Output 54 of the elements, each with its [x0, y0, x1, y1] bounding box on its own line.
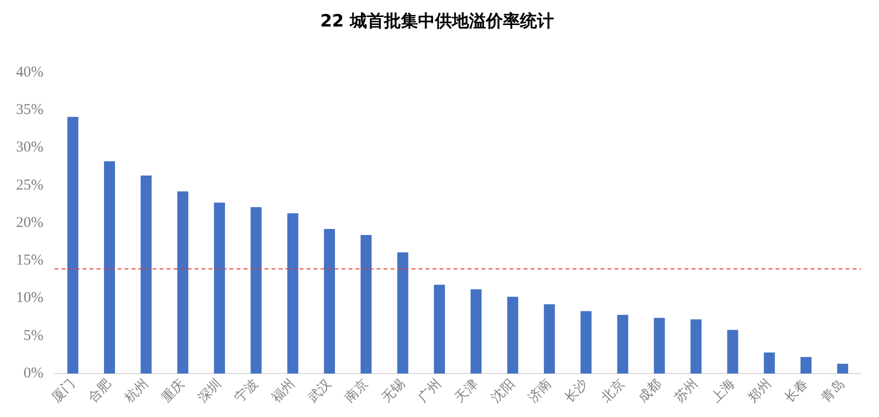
- bar: [104, 161, 115, 374]
- y-tick-label: 0%: [23, 366, 44, 382]
- x-tick-label: 长沙: [562, 376, 592, 406]
- bar: [324, 229, 335, 374]
- bar: [764, 352, 775, 374]
- bar: [690, 319, 702, 374]
- x-tick-label: 宁波: [232, 376, 262, 406]
- bar: [800, 357, 812, 374]
- x-tick-label: 沈阳: [488, 376, 518, 406]
- y-tick-label: 25%: [16, 177, 44, 194]
- bar: [654, 318, 665, 374]
- chart-title: 22 城首批集中供地溢价率统计: [320, 12, 554, 32]
- y-tick-label: 15%: [16, 252, 44, 269]
- bar: [140, 176, 152, 374]
- bar: [727, 330, 738, 374]
- y-tick-label: 10%: [16, 290, 44, 306]
- x-tick-label: 青岛: [818, 376, 848, 406]
- x-tick-label: 北京: [598, 376, 628, 406]
- x-tick-label: 郑州: [746, 376, 775, 406]
- x-tick-label: 南京: [342, 376, 372, 406]
- x-tick-label: 广州: [416, 376, 445, 406]
- bar: [434, 284, 445, 374]
- y-tick-label: 20%: [16, 214, 44, 231]
- bar: [177, 191, 188, 374]
- x-tick-label: 合肥: [86, 376, 115, 406]
- x-tick-label: 无锡: [378, 376, 408, 406]
- x-tick-label: 成都: [636, 376, 665, 406]
- bar: [837, 364, 848, 374]
- x-tick-label: 福州: [269, 376, 298, 406]
- x-tick-label: 长春: [782, 376, 812, 406]
- x-tick-label: 上海: [708, 376, 738, 406]
- bar: [544, 304, 555, 374]
- x-tick-label: 济南: [526, 376, 555, 406]
- x-tick-label: 苏州: [672, 376, 702, 406]
- bar: [507, 296, 518, 374]
- y-tick-label: 5%: [23, 328, 44, 344]
- x-tick-label: 武汉: [306, 376, 335, 406]
- bar: [617, 314, 628, 374]
- bar: [287, 213, 298, 374]
- bar: [397, 252, 408, 374]
- x-tick-label: 天津: [452, 376, 482, 406]
- bar: [360, 235, 372, 374]
- x-tick-label: 杭州: [122, 376, 152, 406]
- y-tick-label: 30%: [16, 140, 44, 156]
- y-tick-label: 40%: [16, 64, 44, 80]
- x-tick-label: 厦门: [48, 376, 78, 406]
- y-tick-label: 35%: [16, 102, 44, 118]
- x-tick-label: 深圳: [196, 376, 225, 406]
- bar: [250, 207, 262, 374]
- bar: [214, 202, 225, 374]
- x-tick-label: 重庆: [159, 376, 188, 406]
- bar: [470, 289, 482, 374]
- bar: [580, 311, 592, 374]
- bar: [67, 116, 78, 374]
